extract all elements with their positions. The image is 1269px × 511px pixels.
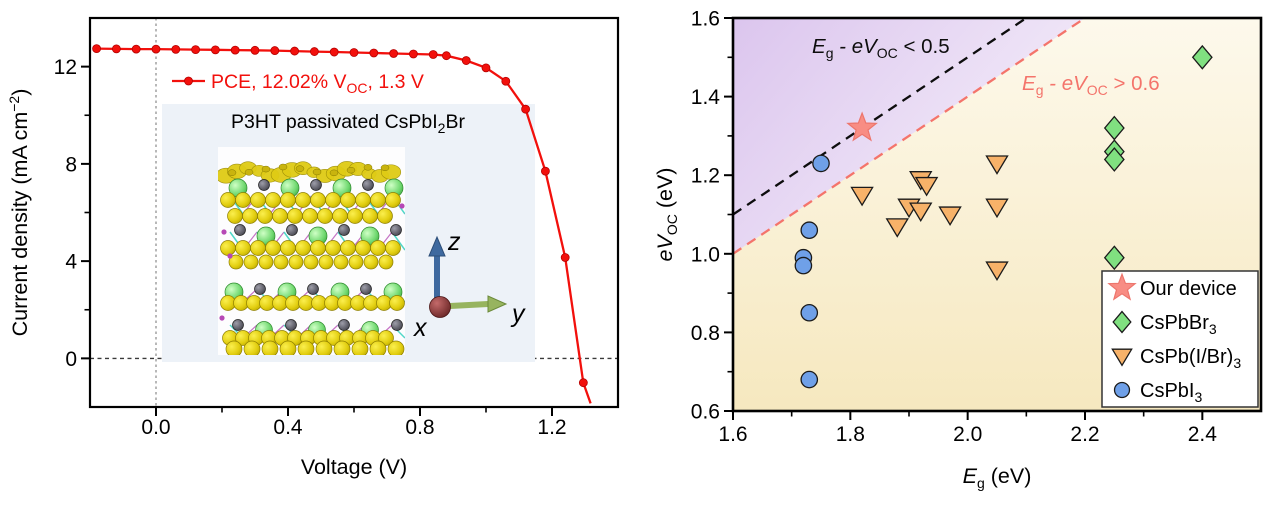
svg-text:12: 12 [54, 56, 77, 79]
legend-label-cspbibr3: CsPb(I/Br)3 [1140, 346, 1241, 371]
jv-panel: z y x P3HT passivated CsPbI2Br PCE, 12.0… [6, 16, 620, 479]
svg-text:1.0: 1.0 [691, 243, 720, 266]
crystal-structure-inset [218, 147, 405, 355]
origin-sphere-icon [429, 296, 451, 318]
jv-xaxis-label: Voltage (V) [301, 455, 407, 479]
annotation-eg-evoc-gt-06: Eg - eVOC > 0.6 [1022, 72, 1160, 98]
svg-text:1.4: 1.4 [691, 86, 721, 109]
triad-x-label: x [413, 314, 428, 342]
jv-tick-labels: 0.0 0.4 0.8 1.2 0 4 8 12 [54, 56, 567, 439]
svg-text:1.2: 1.2 [691, 165, 720, 188]
legend-label-our-device: Our device [1140, 278, 1237, 300]
scatter-ticks [724, 17, 1204, 420]
inset-title: P3HT passivated CsPbI2Br [231, 111, 465, 136]
legend-label-cspbbr3: CsPbBr3 [1140, 312, 1217, 337]
svg-text:4: 4 [65, 251, 77, 274]
svg-text:0.8: 0.8 [405, 416, 434, 439]
svg-text:0: 0 [65, 348, 77, 371]
svg-text:2.4: 2.4 [1188, 423, 1218, 446]
annotation-eg-evoc-lt-05: Eg - eVOC < 0.5 [812, 35, 950, 61]
svg-text:2.0: 2.0 [953, 423, 982, 446]
scatter-xaxis-label: Eg (eV) [963, 464, 1032, 491]
legend-label-cspbi3: CsPbI3 [1140, 380, 1202, 405]
svg-text:0.6: 0.6 [691, 401, 720, 424]
triad-y-label: y [510, 300, 526, 328]
svg-text:1.6: 1.6 [718, 423, 747, 446]
svg-text:1.6: 1.6 [691, 8, 720, 31]
svg-text:0.0: 0.0 [141, 416, 170, 439]
boundary-lines [732, 17, 1086, 255]
svg-text:8: 8 [65, 153, 77, 176]
jv-curve [92, 44, 592, 404]
triad-z-label: z [447, 228, 461, 256]
jv-legend-label: PCE, 12.02% VOC, 1.3 V [211, 71, 424, 96]
legend-marker-icon [184, 76, 193, 86]
axis-triad-icon: z y x [413, 228, 526, 342]
scatter-tick-labels: 1.6 1.8 2.0 2.2 2.4 0.6 0.8 1.0 1.2 1.4 1.6 [691, 8, 1217, 447]
svg-text:1.8: 1.8 [836, 423, 865, 446]
scatter-panel: Eg - eVOC < 0.5 Eg - eVOC > 0.6 Our devi… [653, 8, 1263, 491]
jv-yaxis-label: Current density (mA cm−2) [6, 89, 32, 337]
scatter-legend: Our device CsPbBr3 CsPb(I/Br)3 CsPbI3 [1101, 270, 1259, 408]
svg-text:1.2: 1.2 [537, 416, 566, 439]
scatter-points [794, 44, 1213, 389]
jv-ticks [81, 65, 553, 416]
jv-legend: PCE, 12.02% VOC, 1.3 V [172, 71, 424, 96]
svg-text:0.4: 0.4 [273, 416, 303, 439]
svg-text:0.8: 0.8 [691, 322, 720, 345]
svg-text:2.2: 2.2 [1070, 423, 1099, 446]
legend-marker-icons [1107, 272, 1137, 399]
scatter-yaxis-label: eVOC (eV) [653, 168, 680, 262]
